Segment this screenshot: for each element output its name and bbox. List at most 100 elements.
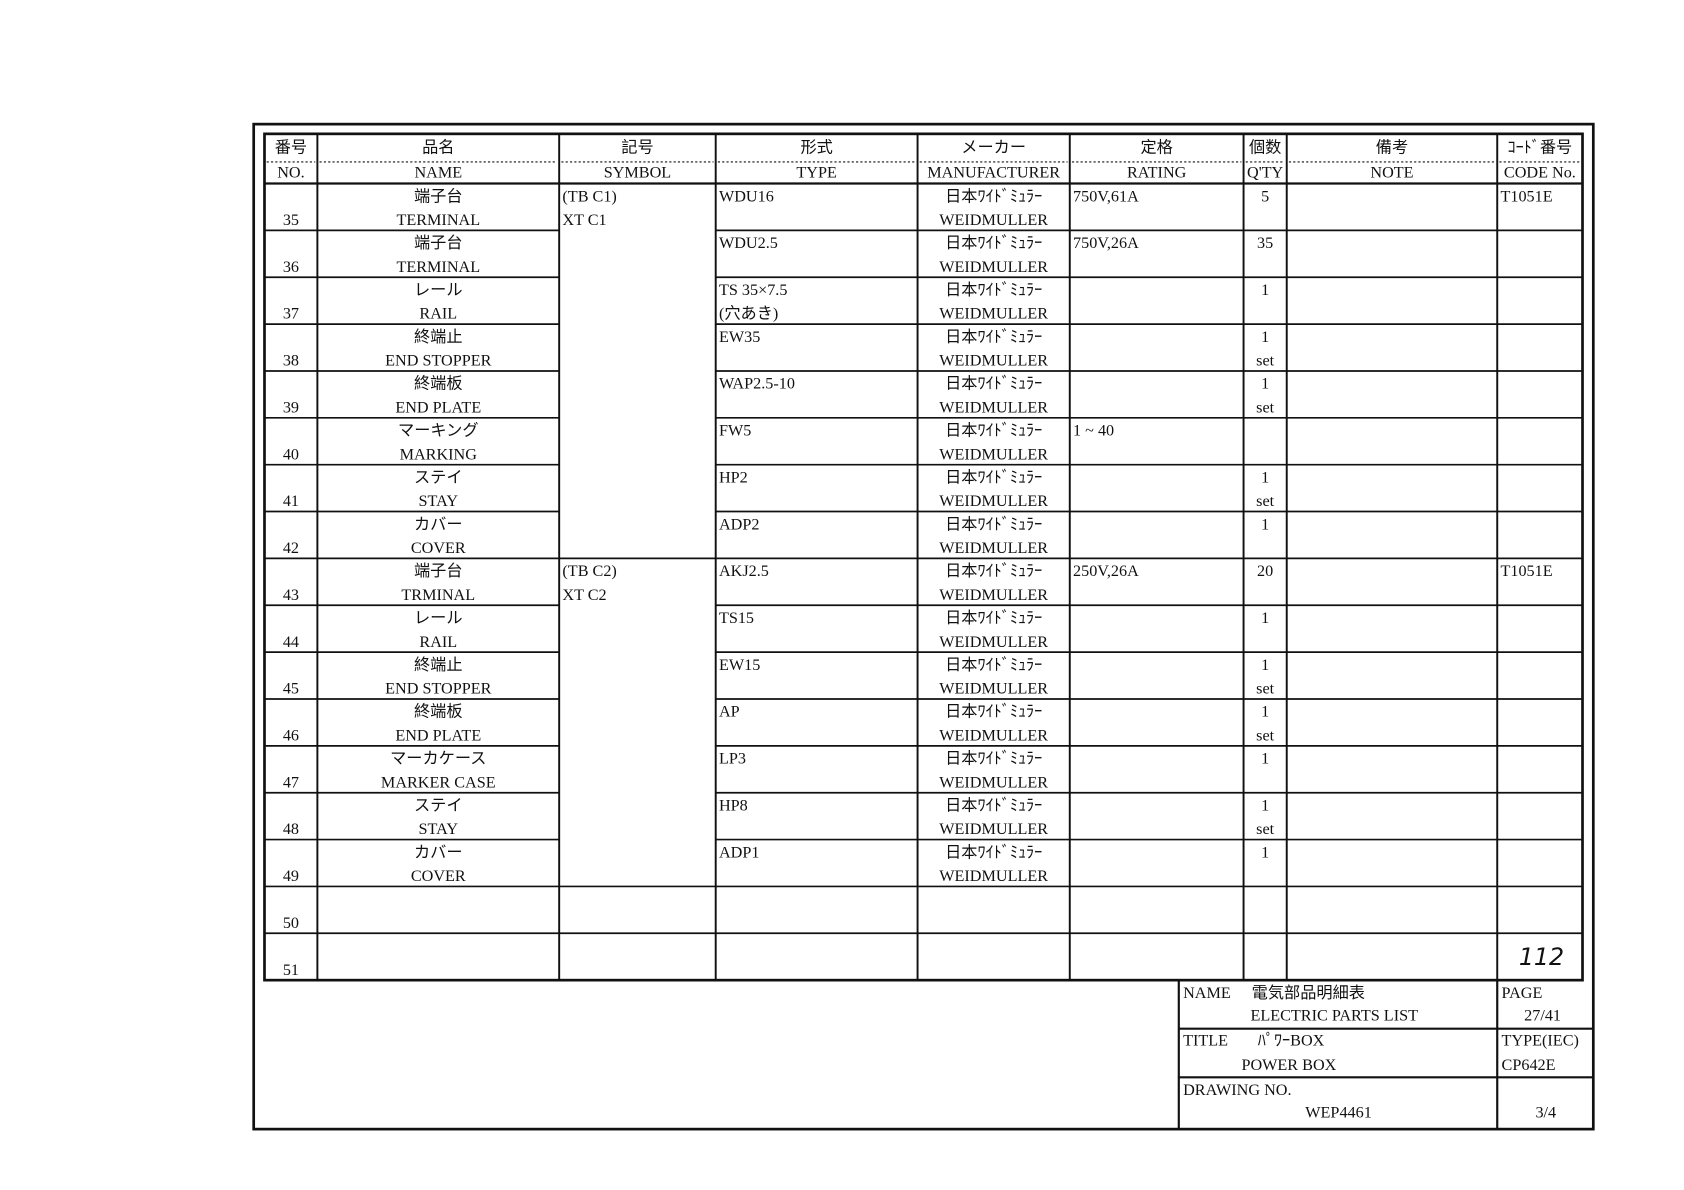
- type: TS 35×7.5: [719, 281, 788, 299]
- quantity: 1: [1261, 656, 1269, 674]
- manufacturer: 日本ﾜｲﾄﾞﾐｭﾗｰ: [945, 187, 1042, 205]
- item-name: 終端板: [414, 703, 463, 721]
- manufacturer: 日本ﾜｲﾄﾞﾐｭﾗｰ: [945, 750, 1042, 768]
- header-jp: 品名: [422, 139, 454, 157]
- quantity: 1: [1261, 281, 1269, 299]
- header-jp: 番号: [275, 139, 307, 157]
- quantity: 20: [1257, 562, 1273, 580]
- table-frame: [263, 132, 1584, 982]
- manufacturer: WEIDMULLER: [939, 445, 1048, 463]
- row-number: 44: [283, 633, 299, 651]
- manufacturer: WEIDMULLER: [939, 773, 1048, 791]
- type: EW35: [719, 328, 760, 346]
- title-jp: ﾊﾟﾜｰBOX: [1258, 1031, 1325, 1049]
- type-value: CP642E: [1502, 1056, 1556, 1074]
- type: (穴あき): [719, 305, 778, 323]
- manufacturer: 日本ﾜｲﾄﾞﾐｭﾗｰ: [945, 656, 1042, 674]
- manufacturer: 日本ﾜｲﾄﾞﾐｭﾗｰ: [945, 422, 1042, 440]
- item-name: レール: [414, 609, 463, 627]
- manufacturer: WEIDMULLER: [939, 305, 1048, 323]
- row-number: 50: [283, 914, 299, 932]
- header-en: Q'TY: [1247, 164, 1283, 182]
- drawing-label: DRAWING NO.: [1183, 1081, 1291, 1099]
- type: ADP2: [719, 515, 759, 533]
- quantity: 1: [1261, 796, 1269, 814]
- manufacturer: WEIDMULLER: [939, 680, 1048, 698]
- title-label: TITLE: [1183, 1031, 1228, 1049]
- type: ADP1: [719, 843, 759, 861]
- rating: 250V,26A: [1073, 562, 1139, 580]
- page-label: PAGE: [1502, 984, 1543, 1002]
- manufacturer: 日本ﾜｲﾄﾞﾐｭﾗｰ: [945, 328, 1042, 346]
- type: WDU2.5: [719, 234, 778, 252]
- symbol: XT C1: [562, 211, 606, 229]
- type: AP: [719, 703, 740, 721]
- sheet-number: 3/4: [1535, 1104, 1556, 1122]
- manufacturer: 日本ﾜｲﾄﾞﾐｭﾗｰ: [945, 234, 1042, 252]
- type: WDU16: [719, 187, 774, 205]
- type: WAP2.5-10: [719, 375, 795, 393]
- item-name: 端子台: [414, 234, 463, 252]
- manufacturer: WEIDMULLER: [939, 820, 1048, 838]
- manufacturer: WEIDMULLER: [939, 539, 1048, 557]
- manufacturer: WEIDMULLER: [939, 352, 1048, 370]
- symbol: (TB C2): [562, 562, 616, 580]
- item-name: STAY: [419, 492, 459, 510]
- row-number: 45: [283, 680, 299, 698]
- type: TS15: [719, 609, 754, 627]
- quantity: set: [1256, 820, 1274, 838]
- handwritten-note: 112: [1519, 943, 1564, 971]
- quantity: 1: [1261, 703, 1269, 721]
- row-number: 51: [283, 961, 299, 979]
- manufacturer: 日本ﾜｲﾄﾞﾐｭﾗｰ: [945, 843, 1042, 861]
- type: HP2: [719, 468, 748, 486]
- type: HP8: [719, 796, 748, 814]
- quantity: set: [1256, 726, 1274, 744]
- quantity: set: [1256, 352, 1274, 370]
- manufacturer: 日本ﾜｲﾄﾞﾐｭﾗｰ: [945, 562, 1042, 580]
- row-number: 40: [283, 445, 299, 463]
- rating: 1 ~ 40: [1073, 422, 1114, 440]
- quantity: set: [1256, 398, 1274, 416]
- quantity: 1: [1261, 375, 1269, 393]
- row-number: 47: [283, 773, 299, 791]
- quantity: 1: [1261, 468, 1269, 486]
- name-jp: 電気部品明細表: [1252, 984, 1365, 1002]
- item-name: 終端止: [414, 656, 463, 674]
- row-number: 46: [283, 726, 299, 744]
- item-name: END PLATE: [395, 398, 481, 416]
- type-label: TYPE(IEC): [1502, 1031, 1579, 1049]
- row-number: 42: [283, 539, 299, 557]
- manufacturer: 日本ﾜｲﾄﾞﾐｭﾗｰ: [945, 375, 1042, 393]
- symbol: XT C2: [562, 586, 606, 604]
- row-number: 49: [283, 867, 299, 885]
- type: FW5: [719, 422, 751, 440]
- row-number: 43: [283, 586, 299, 604]
- item-name: 端子台: [414, 562, 463, 580]
- header-jp: ｺｰﾄﾞ番号: [1507, 139, 1572, 157]
- item-name: 端子台: [414, 187, 463, 205]
- quantity: set: [1256, 492, 1274, 510]
- title-block-lines: [1177, 980, 1594, 1130]
- header-jp: 形式: [800, 139, 832, 157]
- manufacturer: 日本ﾜｲﾄﾞﾐｭﾗｰ: [945, 796, 1042, 814]
- item-name: END STOPPER: [385, 352, 491, 370]
- header-en: SYMBOL: [604, 164, 671, 182]
- manufacturer: 日本ﾜｲﾄﾞﾐｭﾗｰ: [945, 609, 1042, 627]
- name-label: NAME: [1183, 984, 1231, 1002]
- outer-frame: [252, 122, 1595, 1131]
- item-name: カバー: [414, 843, 463, 861]
- item-name: TERMINAL: [396, 211, 480, 229]
- manufacturer: 日本ﾜｲﾄﾞﾐｭﾗｰ: [945, 515, 1042, 533]
- row-number: 35: [283, 211, 299, 229]
- quantity: 35: [1257, 234, 1273, 252]
- header-en: MANUFACTURER: [927, 164, 1060, 182]
- quantity: 1: [1261, 843, 1269, 861]
- header-en: NOTE: [1370, 164, 1413, 182]
- manufacturer: WEIDMULLER: [939, 867, 1048, 885]
- drawing-number: WEP4461: [1305, 1104, 1372, 1122]
- item-name: COVER: [411, 539, 466, 557]
- manufacturer: WEIDMULLER: [939, 211, 1048, 229]
- row-number: 48: [283, 820, 299, 838]
